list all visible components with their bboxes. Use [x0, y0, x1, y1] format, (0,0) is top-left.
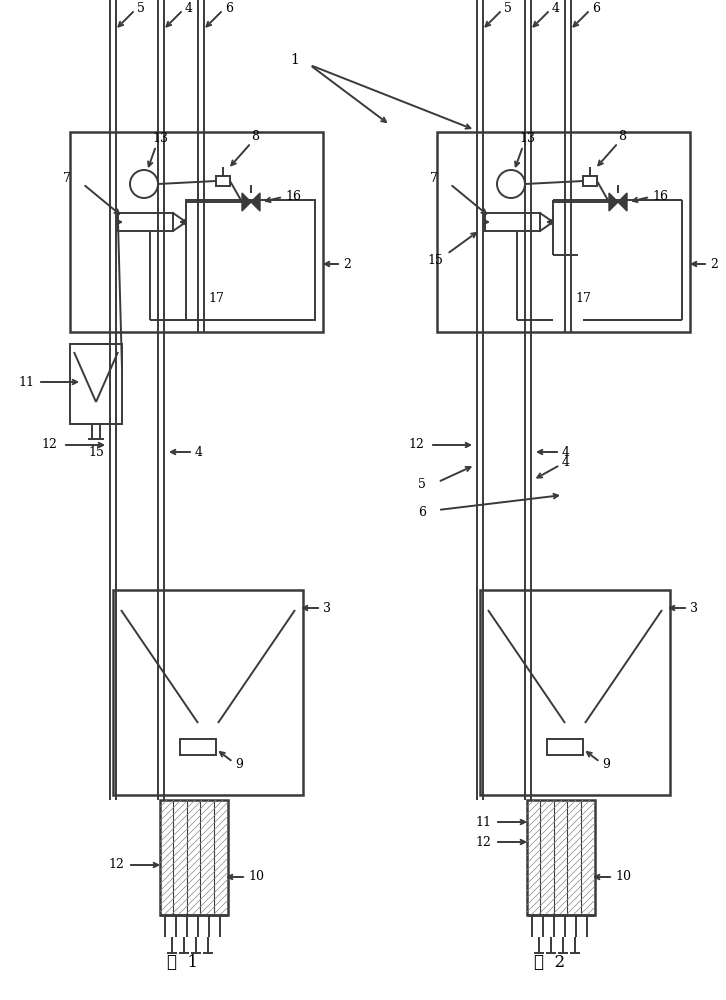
Polygon shape — [242, 193, 251, 211]
Text: 1: 1 — [290, 53, 299, 67]
Bar — [186, 200, 315, 320]
Bar — [70, 132, 323, 332]
Polygon shape — [618, 193, 627, 211]
Bar — [216, 176, 230, 186]
Text: 13: 13 — [152, 132, 168, 145]
Text: 7: 7 — [430, 172, 438, 184]
Text: 13: 13 — [519, 132, 535, 145]
Text: 15: 15 — [427, 253, 443, 266]
Text: 8: 8 — [618, 129, 626, 142]
Text: 图  1: 图 1 — [168, 954, 199, 970]
Text: 11: 11 — [475, 816, 491, 828]
Text: 10: 10 — [615, 870, 631, 884]
Circle shape — [130, 170, 158, 198]
Text: 4: 4 — [185, 1, 193, 14]
Bar — [113, 590, 303, 795]
Bar — [160, 800, 228, 915]
Text: 3: 3 — [690, 601, 698, 614]
Text: 9: 9 — [602, 758, 610, 772]
Bar — [118, 213, 173, 231]
Text: 6: 6 — [225, 1, 233, 14]
Text: 4: 4 — [562, 446, 570, 458]
Text: 图  2: 图 2 — [534, 954, 566, 970]
Text: 3: 3 — [323, 601, 331, 614]
Bar — [485, 213, 540, 231]
Text: 15: 15 — [88, 446, 104, 458]
Text: 4: 4 — [195, 446, 203, 458]
Text: 16: 16 — [285, 190, 301, 204]
Text: 5: 5 — [418, 479, 426, 491]
Polygon shape — [251, 193, 260, 211]
Polygon shape — [609, 193, 618, 211]
Bar — [527, 800, 595, 915]
Text: 6: 6 — [418, 506, 426, 520]
Text: 5: 5 — [137, 1, 145, 14]
Text: 11: 11 — [18, 375, 34, 388]
Bar — [583, 176, 597, 186]
Text: 2: 2 — [343, 257, 351, 270]
Text: 2: 2 — [710, 257, 718, 270]
Bar — [547, 739, 583, 755]
Circle shape — [497, 170, 525, 198]
Bar — [180, 739, 216, 755]
Text: 9: 9 — [235, 758, 243, 772]
Text: 6: 6 — [592, 1, 600, 14]
Text: 16: 16 — [652, 190, 668, 204]
Text: 5: 5 — [504, 1, 512, 14]
Text: 12: 12 — [475, 836, 491, 848]
Text: 4: 4 — [562, 456, 570, 468]
Text: 12: 12 — [41, 438, 57, 452]
Text: 10: 10 — [248, 870, 264, 884]
Text: 8: 8 — [251, 129, 259, 142]
Text: 17: 17 — [575, 292, 591, 304]
Bar — [70, 344, 122, 424]
Bar — [437, 132, 690, 332]
Text: 12: 12 — [408, 438, 424, 452]
Text: 12: 12 — [108, 858, 124, 871]
Bar — [480, 590, 670, 795]
Text: 4: 4 — [552, 1, 560, 14]
Text: 7: 7 — [63, 172, 71, 184]
Text: 17: 17 — [208, 292, 224, 304]
